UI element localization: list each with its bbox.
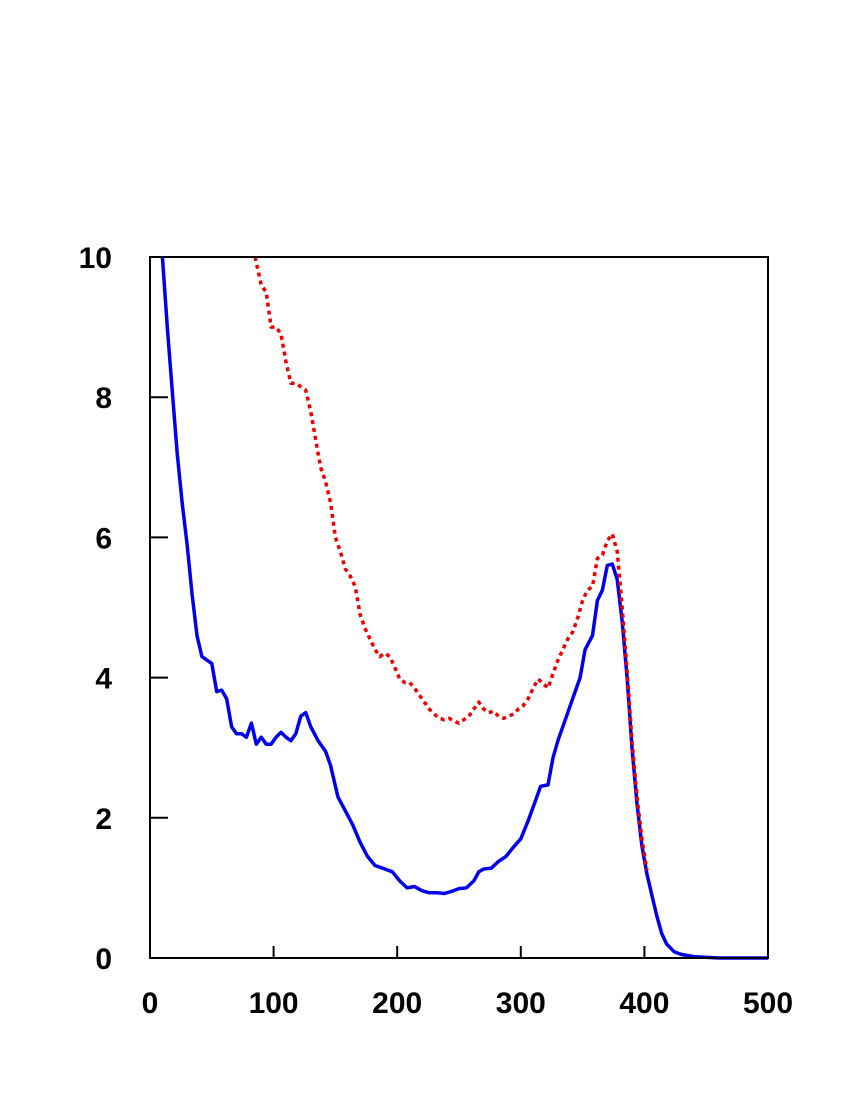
x-tick-label: 400 <box>619 987 669 1020</box>
y-tick-label: 0 <box>95 943 112 976</box>
y-tick-label: 4 <box>95 663 112 696</box>
x-axis: 0 100 200 300 400 500 <box>142 946 793 1020</box>
series-line-1 <box>160 256 768 960</box>
y-tick-label: 2 <box>95 803 112 836</box>
plot-frame <box>149 256 769 959</box>
x-tick-label: 300 <box>496 987 546 1020</box>
series-line-2 <box>253 256 649 871</box>
y-tick-label: 6 <box>95 522 112 555</box>
x-tick-label: 500 <box>743 987 793 1020</box>
y-axis: 0 2 4 6 8 10 <box>79 242 168 976</box>
y-tick-label: 8 <box>95 382 112 415</box>
x-tick-label: 0 <box>142 987 159 1020</box>
x-tick-label: 200 <box>372 987 422 1020</box>
y-tick-label: 10 <box>79 242 112 275</box>
x-tick-label: 100 <box>249 987 299 1020</box>
series-layer <box>160 256 768 960</box>
